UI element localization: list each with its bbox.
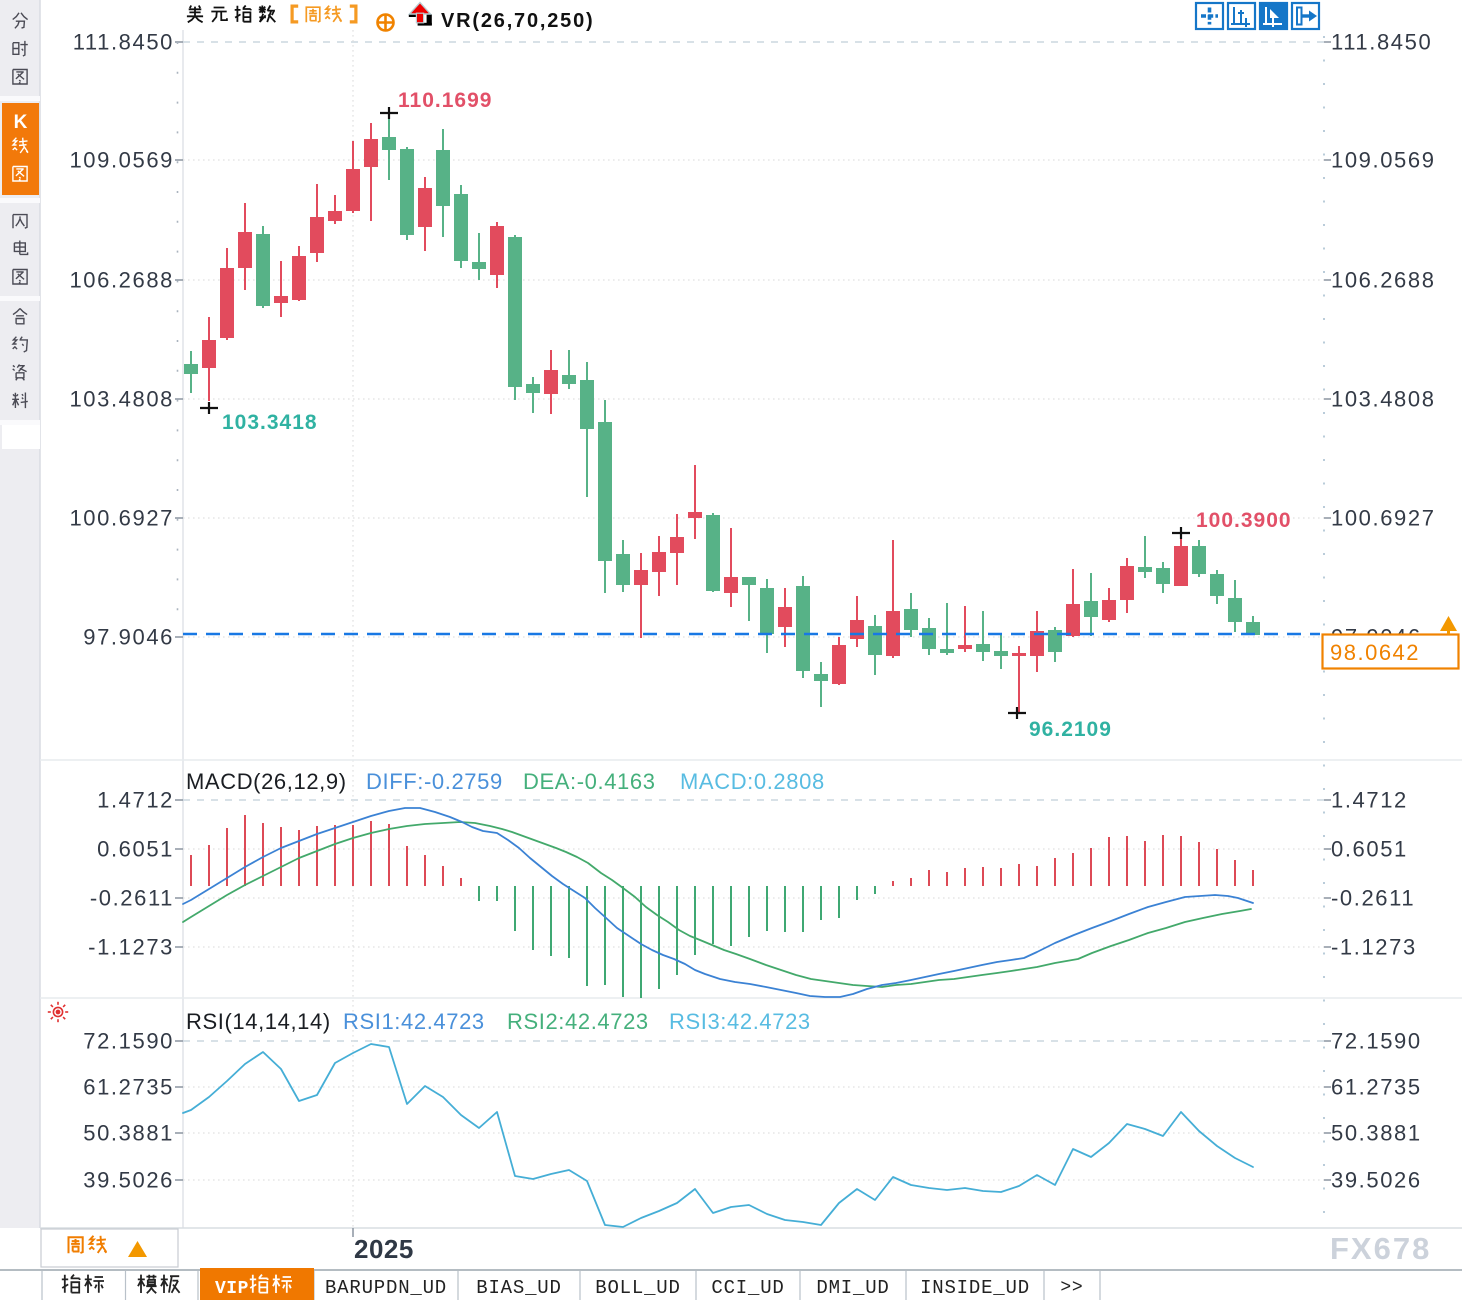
svg-text:FX678: FX678 — [1330, 1231, 1431, 1266]
svg-text:BARUPDN_UD: BARUPDN_UD — [325, 1277, 447, 1299]
svg-text:RSI2:42.4723: RSI2:42.4723 — [507, 1009, 649, 1034]
svg-text:-1.1273: -1.1273 — [1331, 935, 1417, 960]
svg-text:K: K — [14, 112, 28, 133]
svg-text:111.8450: 111.8450 — [1331, 30, 1432, 55]
svg-text:61.2735: 61.2735 — [83, 1075, 174, 1100]
svg-text:61.2735: 61.2735 — [1331, 1075, 1422, 1100]
svg-text:-1.1273: -1.1273 — [88, 935, 174, 960]
svg-text:106.2688: 106.2688 — [69, 268, 174, 293]
svg-text:106.2688: 106.2688 — [1331, 268, 1436, 293]
svg-text:72.1590: 72.1590 — [83, 1029, 174, 1054]
svg-text:110.1699: 110.1699 — [398, 89, 492, 112]
svg-text:VR(26,70,250): VR(26,70,250) — [441, 10, 594, 32]
svg-text:100.6927: 100.6927 — [1331, 506, 1436, 531]
svg-text:103.3418: 103.3418 — [222, 411, 318, 434]
svg-text:111.8450: 111.8450 — [73, 30, 174, 55]
svg-text:BOLL_UD: BOLL_UD — [595, 1277, 680, 1299]
svg-text:0.6051: 0.6051 — [97, 837, 174, 862]
svg-text:100.3900: 100.3900 — [1196, 509, 1292, 532]
svg-text:100.6927: 100.6927 — [69, 506, 174, 531]
svg-text:98.0642: 98.0642 — [1330, 640, 1420, 665]
svg-text:50.3881: 50.3881 — [1331, 1121, 1422, 1146]
svg-text:DMI_UD: DMI_UD — [816, 1277, 889, 1299]
svg-text:DEA:-0.4163: DEA:-0.4163 — [523, 769, 656, 794]
svg-text:INSIDE_UD: INSIDE_UD — [920, 1277, 1030, 1299]
svg-text:1.4712: 1.4712 — [97, 788, 174, 813]
svg-text:DIFF:-0.2759: DIFF:-0.2759 — [366, 769, 503, 794]
svg-text:RSI1:42.4723: RSI1:42.4723 — [343, 1009, 485, 1034]
svg-text:103.4808: 103.4808 — [69, 387, 174, 412]
svg-text:MACD:0.2808: MACD:0.2808 — [680, 769, 825, 794]
svg-text:VIP: VIP — [215, 1279, 249, 1299]
svg-text:39.5026: 39.5026 — [1331, 1168, 1422, 1193]
svg-text:RSI3:42.4723: RSI3:42.4723 — [669, 1009, 811, 1034]
svg-text:96.2109: 96.2109 — [1029, 718, 1112, 741]
svg-text:-0.2611: -0.2611 — [90, 886, 174, 911]
svg-text:50.3881: 50.3881 — [83, 1121, 174, 1146]
svg-text:MACD(26,12,9): MACD(26,12,9) — [186, 769, 347, 794]
svg-text:-0.2611: -0.2611 — [1331, 886, 1415, 911]
svg-text:RSI(14,14,14): RSI(14,14,14) — [186, 1009, 331, 1034]
svg-text:109.0569: 109.0569 — [1331, 148, 1436, 173]
svg-text:BIAS_UD: BIAS_UD — [476, 1277, 561, 1299]
svg-text:>>: >> — [1060, 1276, 1083, 1296]
svg-text:1.4712: 1.4712 — [1331, 788, 1408, 813]
svg-text:72.1590: 72.1590 — [1331, 1029, 1422, 1054]
svg-text:0.6051: 0.6051 — [1331, 837, 1408, 862]
svg-text:CCI_UD: CCI_UD — [711, 1277, 784, 1299]
svg-text:109.0569: 109.0569 — [69, 148, 174, 173]
svg-text:2025: 2025 — [354, 1234, 414, 1264]
svg-text:39.5026: 39.5026 — [83, 1168, 174, 1193]
svg-text:103.4808: 103.4808 — [1331, 387, 1436, 412]
svg-text:97.9046: 97.9046 — [83, 625, 174, 650]
